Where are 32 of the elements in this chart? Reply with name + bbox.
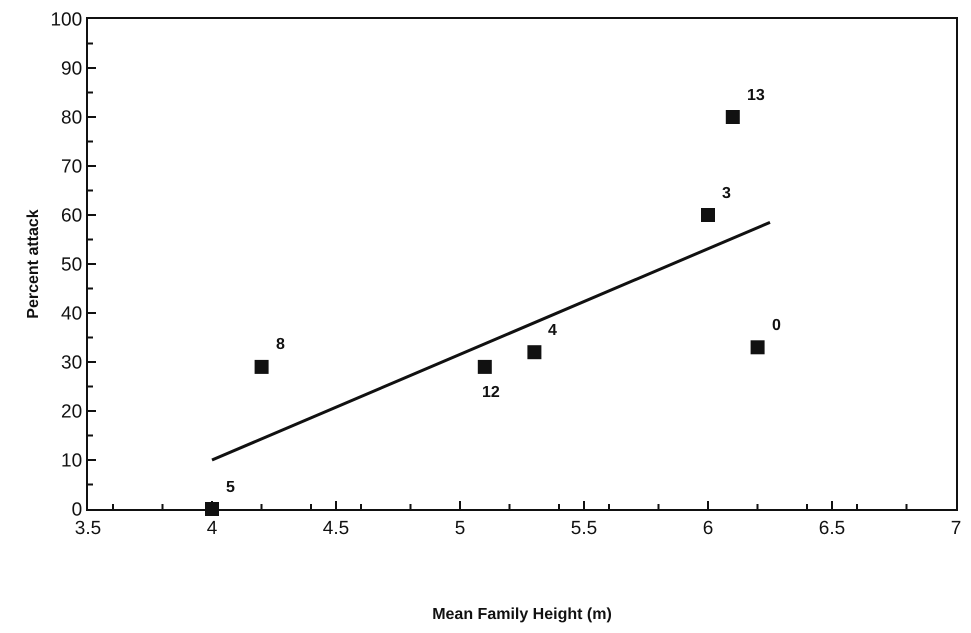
y-tick-label: 60 <box>61 206 82 227</box>
y-tick-label: 80 <box>61 108 82 129</box>
point <box>726 110 740 124</box>
annotation: 4 <box>548 322 557 339</box>
annotation: 5 <box>226 479 235 496</box>
y-tick-label: 30 <box>61 352 82 374</box>
x-axis-title: Mean Family Height (m) <box>432 606 612 623</box>
x-tick-label: 5 <box>454 518 466 539</box>
y-tick-label: 70 <box>61 156 82 178</box>
x-tick-label: 4 <box>206 518 218 539</box>
annotation: 0 <box>772 317 781 334</box>
y-tick-label: 20 <box>61 402 82 423</box>
y-tick-label: 50 <box>61 254 82 276</box>
annotation: 13 <box>747 87 765 104</box>
annotation: 3 <box>722 185 731 202</box>
y-axis-title: Percent attack <box>24 209 42 319</box>
point <box>750 340 765 354</box>
y-tick-label: 100 <box>50 10 82 31</box>
point <box>701 208 715 222</box>
y-tick-label: 90 <box>61 58 82 80</box>
y-tick-label: 10 <box>61 450 82 472</box>
x-tick-label: 6.5 <box>818 518 846 539</box>
x-tick-label: 7 <box>950 518 962 539</box>
point <box>254 360 269 374</box>
x-tick-label: 4.5 <box>322 518 350 539</box>
y-tick-label: 40 <box>61 304 82 325</box>
x-tick-label: 5.5 <box>570 518 598 539</box>
annotation: 8 <box>276 336 285 353</box>
annotation: 12 <box>482 384 500 401</box>
x-tick-label: 6 <box>702 518 714 539</box>
point <box>527 345 542 360</box>
point <box>478 360 492 374</box>
